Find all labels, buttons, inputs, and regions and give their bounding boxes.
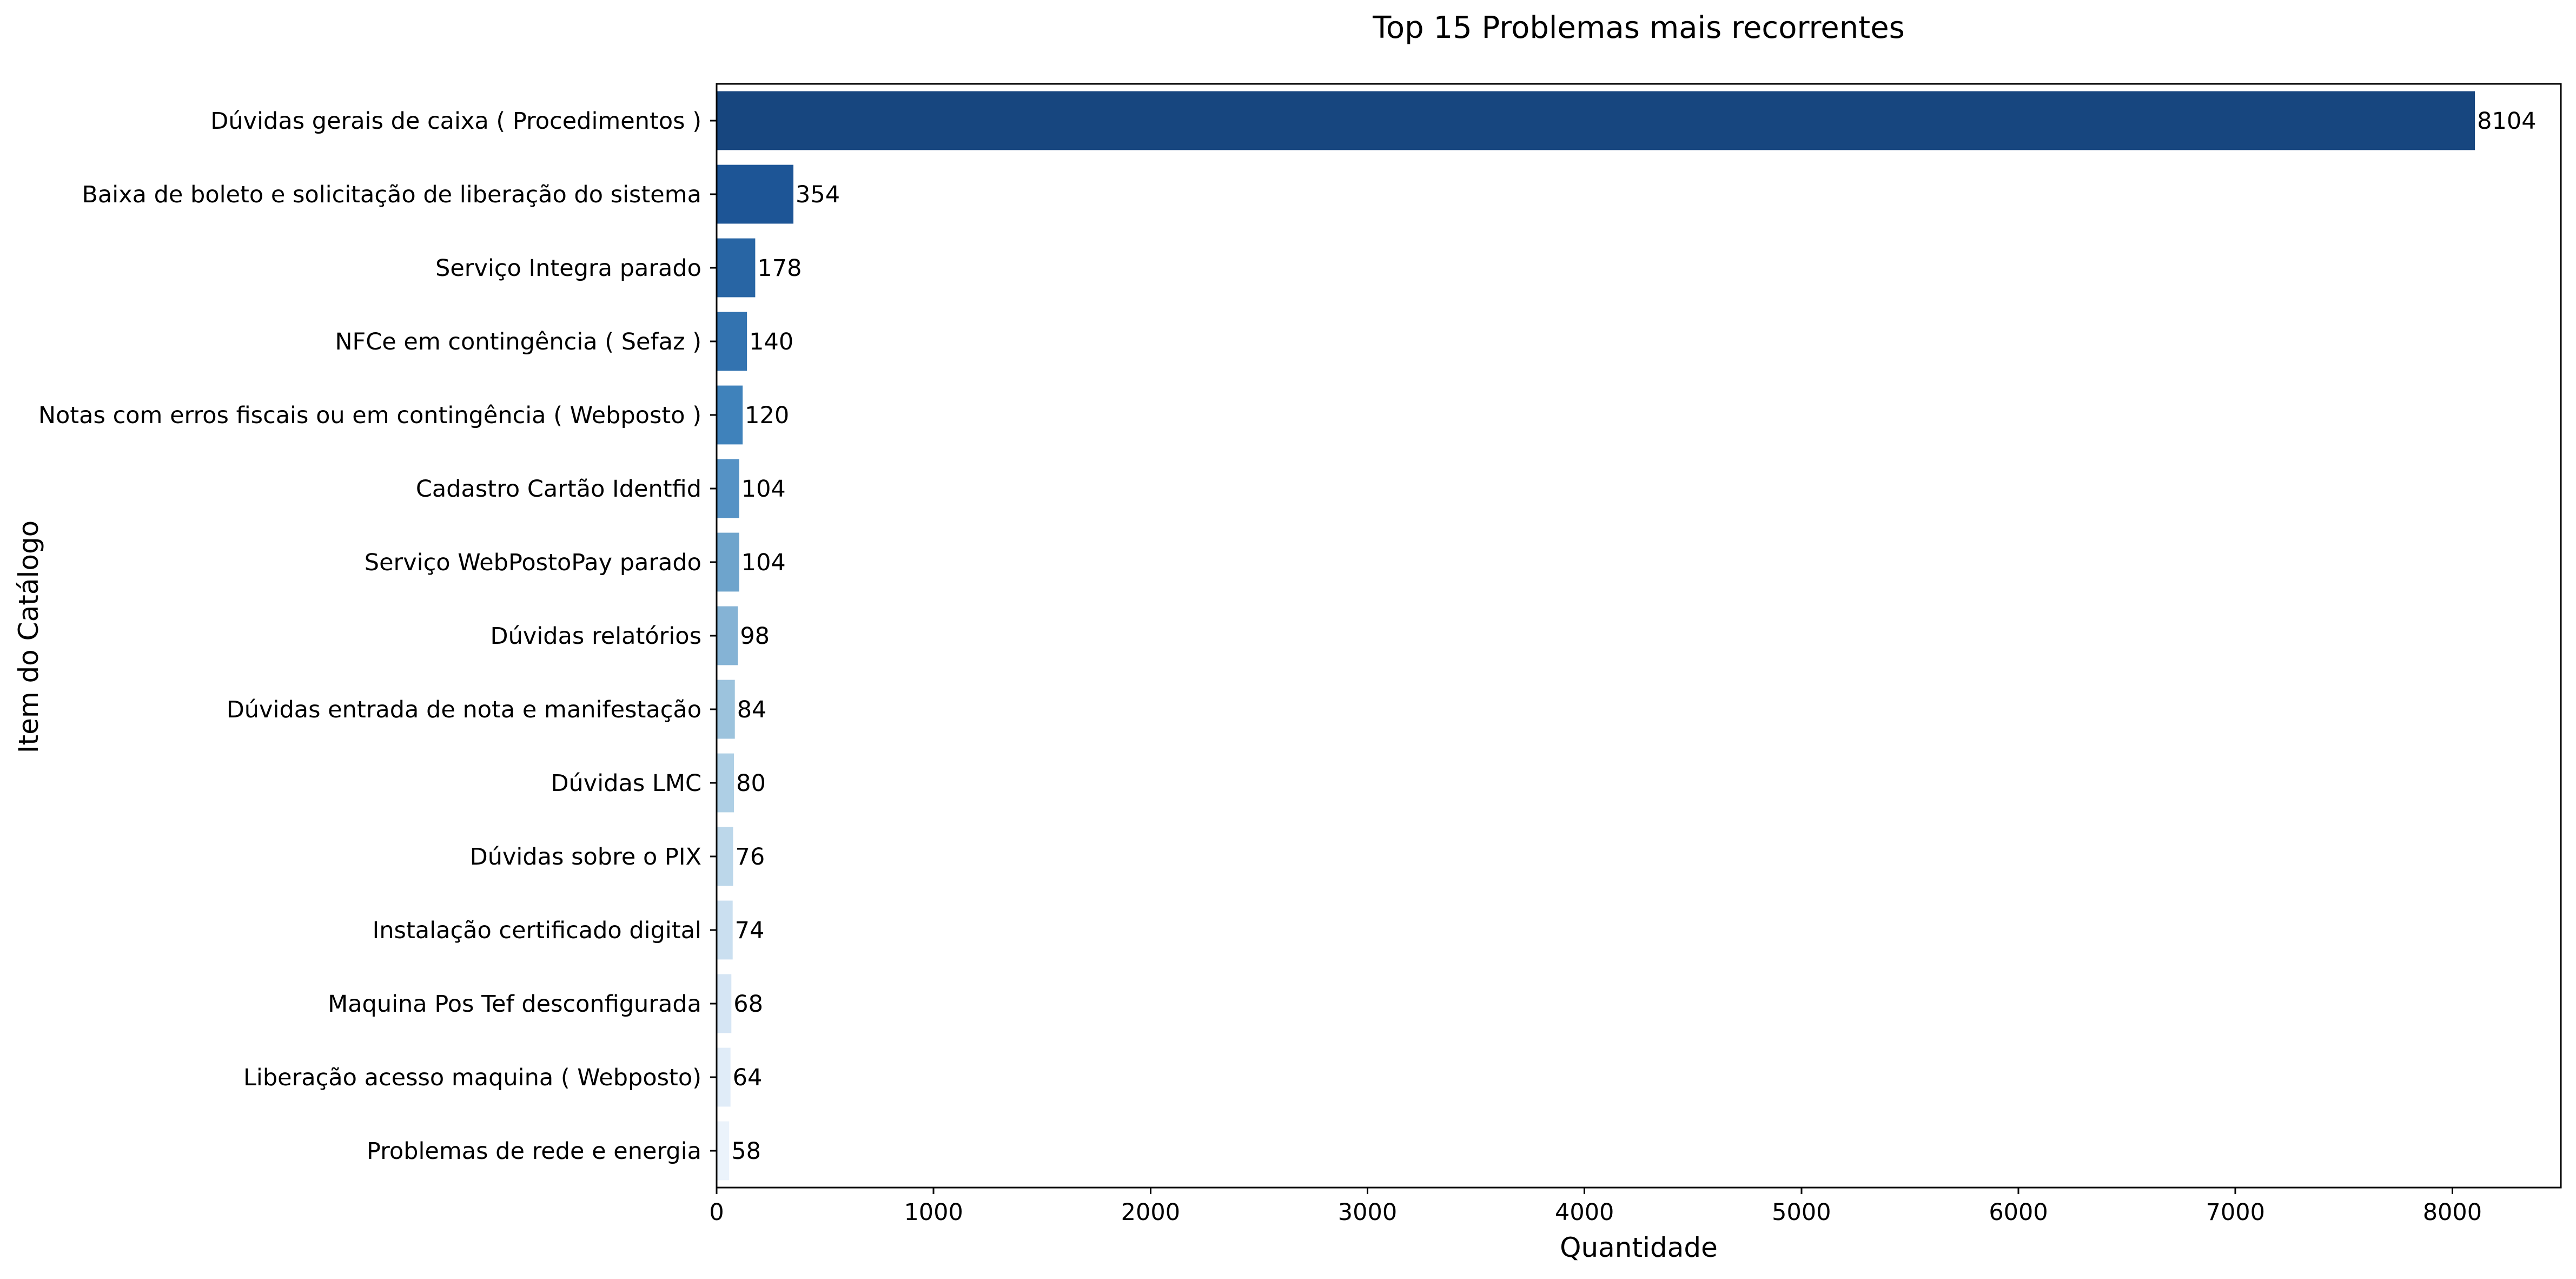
y-tick-label: Dúvidas gerais de caixa ( Procedimentos …: [210, 108, 701, 135]
data-label: 74: [735, 917, 765, 944]
data-label: 64: [733, 1064, 763, 1091]
data-label: 104: [741, 549, 786, 576]
y-tick-label: Dúvidas entrada de nota e manifestação: [227, 696, 701, 723]
bar: [717, 1047, 731, 1107]
bar: [717, 164, 794, 224]
x-tick-label: 8000: [2423, 1199, 2482, 1226]
data-label: 354: [796, 181, 840, 208]
x-tick-label: 4000: [1555, 1199, 1614, 1226]
x-axis-ticks: 0 1000 2000 3000 4000 5000 6000 7000 8000: [709, 1188, 2482, 1226]
data-label: 80: [736, 770, 766, 797]
data-label: 178: [757, 255, 802, 282]
y-axis-ticks: Dúvidas gerais de caixa ( Procedimentos …: [38, 108, 717, 1165]
y-tick-label: Instalação certificado digital: [373, 917, 701, 944]
bar: [717, 238, 756, 298]
x-tick-label: 3000: [1338, 1199, 1397, 1226]
y-tick-label: NFCe em contingência ( Sefaz ): [335, 328, 701, 355]
x-tick-label: 1000: [904, 1199, 963, 1226]
y-tick-label: Notas com erros fiscais ou em contingênc…: [38, 402, 701, 429]
bar: [717, 974, 732, 1033]
x-axis-label: Quantidade: [1560, 1232, 1718, 1263]
data-label: 120: [745, 402, 789, 429]
x-tick-label: 6000: [1989, 1199, 2048, 1226]
data-label: 58: [731, 1138, 761, 1165]
y-tick-label: Dúvidas sobre o PIX: [470, 843, 701, 871]
bar: [717, 753, 734, 813]
y-tick-label: Baixa de boleto e solicitação de liberaç…: [82, 181, 701, 208]
bar: [717, 91, 2475, 150]
bars-group: [717, 91, 2475, 1181]
y-axis-label: Item do Catálogo: [13, 520, 44, 754]
bar: [717, 1121, 730, 1181]
data-label: 84: [737, 696, 767, 723]
data-labels-group: 8104 354 178 140 120 104 104 98 84 80 76 74 68 64 58: [731, 108, 2536, 1165]
data-label: 140: [749, 328, 793, 355]
bar: [717, 459, 739, 518]
bar: [717, 680, 735, 739]
bar: [717, 827, 733, 886]
data-label: 98: [740, 623, 770, 650]
data-label: 76: [735, 843, 765, 871]
x-tick-label: 2000: [1121, 1199, 1180, 1226]
y-tick-label: Problemas de rede e energia: [367, 1138, 701, 1165]
y-tick-label: Maquina Pos Tef desconfigurada: [328, 991, 701, 1018]
y-tick-label: Serviço WebPostoPay parado: [365, 549, 701, 576]
bar: [717, 532, 739, 592]
bar: [717, 900, 733, 960]
bar: [717, 312, 747, 371]
y-tick-label: Dúvidas LMC: [551, 770, 701, 797]
bar: [717, 606, 738, 665]
y-tick-label: Cadastro Cartão Identfid: [416, 476, 701, 503]
chart-title: Top 15 Problemas mais recorrentes: [1372, 10, 1905, 45]
y-tick-label: Dúvidas relatórios: [491, 623, 701, 650]
plot-frame: [716, 83, 2562, 1189]
data-label: 104: [741, 476, 786, 503]
x-tick-label: 5000: [1772, 1199, 1831, 1226]
bar: [717, 385, 743, 445]
x-tick-label: 7000: [2206, 1199, 2265, 1226]
y-tick-label: Serviço Integra parado: [435, 255, 701, 282]
y-tick-label: Liberação acesso maquina ( Webposto): [243, 1064, 701, 1091]
data-label: 8104: [2477, 108, 2536, 135]
data-label: 68: [733, 991, 763, 1018]
x-tick-label: 0: [709, 1199, 724, 1226]
